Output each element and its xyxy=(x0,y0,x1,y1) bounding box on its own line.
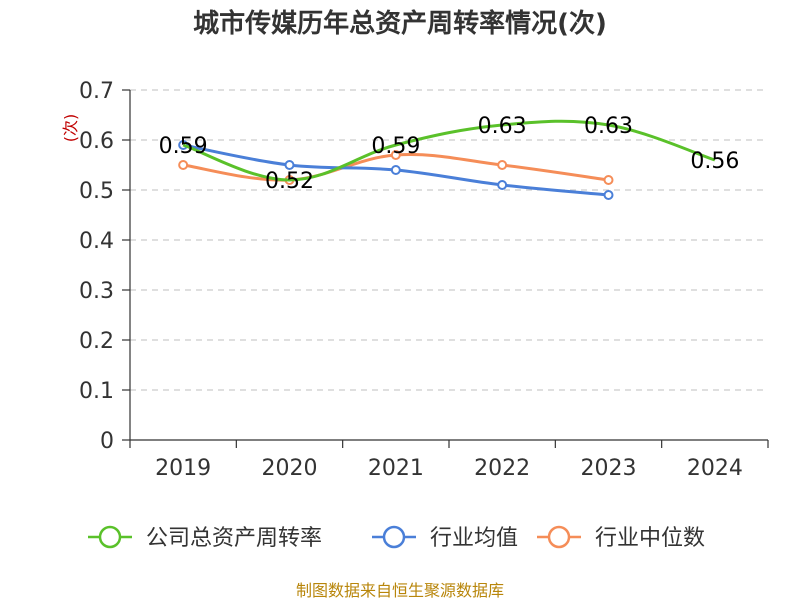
legend-label: 行业均值 xyxy=(430,526,518,551)
data-label: 0.52 xyxy=(265,169,314,194)
series-point-1 xyxy=(497,180,508,190)
data-label: 0.56 xyxy=(690,149,739,174)
data-label: 0.63 xyxy=(478,114,527,139)
data-label: 0.59 xyxy=(371,134,420,159)
source-note: 制图数据来自恒生聚源数据库 xyxy=(296,581,504,600)
legend[interactable]: 公司总资产周转率 行业均值 行业中位数 xyxy=(88,525,705,551)
legend-marker xyxy=(547,525,571,549)
data-label: 0.63 xyxy=(584,114,633,139)
y-tick-label: 0.6 xyxy=(79,129,114,154)
y-tick-label: 0.2 xyxy=(79,329,114,354)
chart-title: 城市传媒历年总资产周转率情况(次) xyxy=(193,8,607,39)
x-ticks: 2019 2020 2021 2022 2023 2024 xyxy=(155,456,743,481)
y-tick-label: 0.7 xyxy=(79,79,114,104)
series-point-1 xyxy=(284,160,295,170)
axes xyxy=(122,89,769,448)
x-tick-label: 2022 xyxy=(474,456,530,481)
data-label: 0.59 xyxy=(159,134,208,159)
legend-marker xyxy=(98,525,122,549)
series-point-2 xyxy=(497,160,508,170)
x-tick-label: 2023 xyxy=(581,456,637,481)
series-point-1 xyxy=(390,165,401,175)
y-tick-label: 0.5 xyxy=(79,179,114,204)
x-tick-label: 2024 xyxy=(687,456,743,481)
y-tick-label: 0.1 xyxy=(79,379,114,404)
y-tick-label: 0.3 xyxy=(79,279,114,304)
legend-label: 行业中位数 xyxy=(595,526,705,551)
y-tick-label: 0.4 xyxy=(79,229,114,254)
y-ticks: 0 0.1 0.2 0.3 0.4 0.5 0.6 0.7 xyxy=(79,79,114,454)
legend-marker xyxy=(382,525,406,549)
data-labels: 0.59 0.52 0.59 0.63 0.63 0.56 xyxy=(159,114,740,194)
series-point-2 xyxy=(390,150,401,160)
x-tick-label: 2020 xyxy=(262,456,318,481)
legend-item-0[interactable]: 公司总资产周转率 xyxy=(88,525,322,551)
legend-item-2[interactable]: 行业中位数 xyxy=(537,525,705,551)
x-tick-label: 2021 xyxy=(368,456,424,481)
y-axis-label: (次) xyxy=(61,114,80,143)
series-layer xyxy=(178,119,716,200)
legend-item-1[interactable]: 行业均值 xyxy=(372,525,518,551)
grid xyxy=(130,89,768,391)
series-point-2 xyxy=(178,160,189,170)
series-point-1 xyxy=(603,190,614,200)
x-tick-label: 2019 xyxy=(155,456,211,481)
y-tick-label: 0 xyxy=(100,429,114,454)
legend-label: 公司总资产周转率 xyxy=(146,526,322,551)
series-point-2 xyxy=(603,175,614,185)
series-line-0 xyxy=(182,119,716,182)
